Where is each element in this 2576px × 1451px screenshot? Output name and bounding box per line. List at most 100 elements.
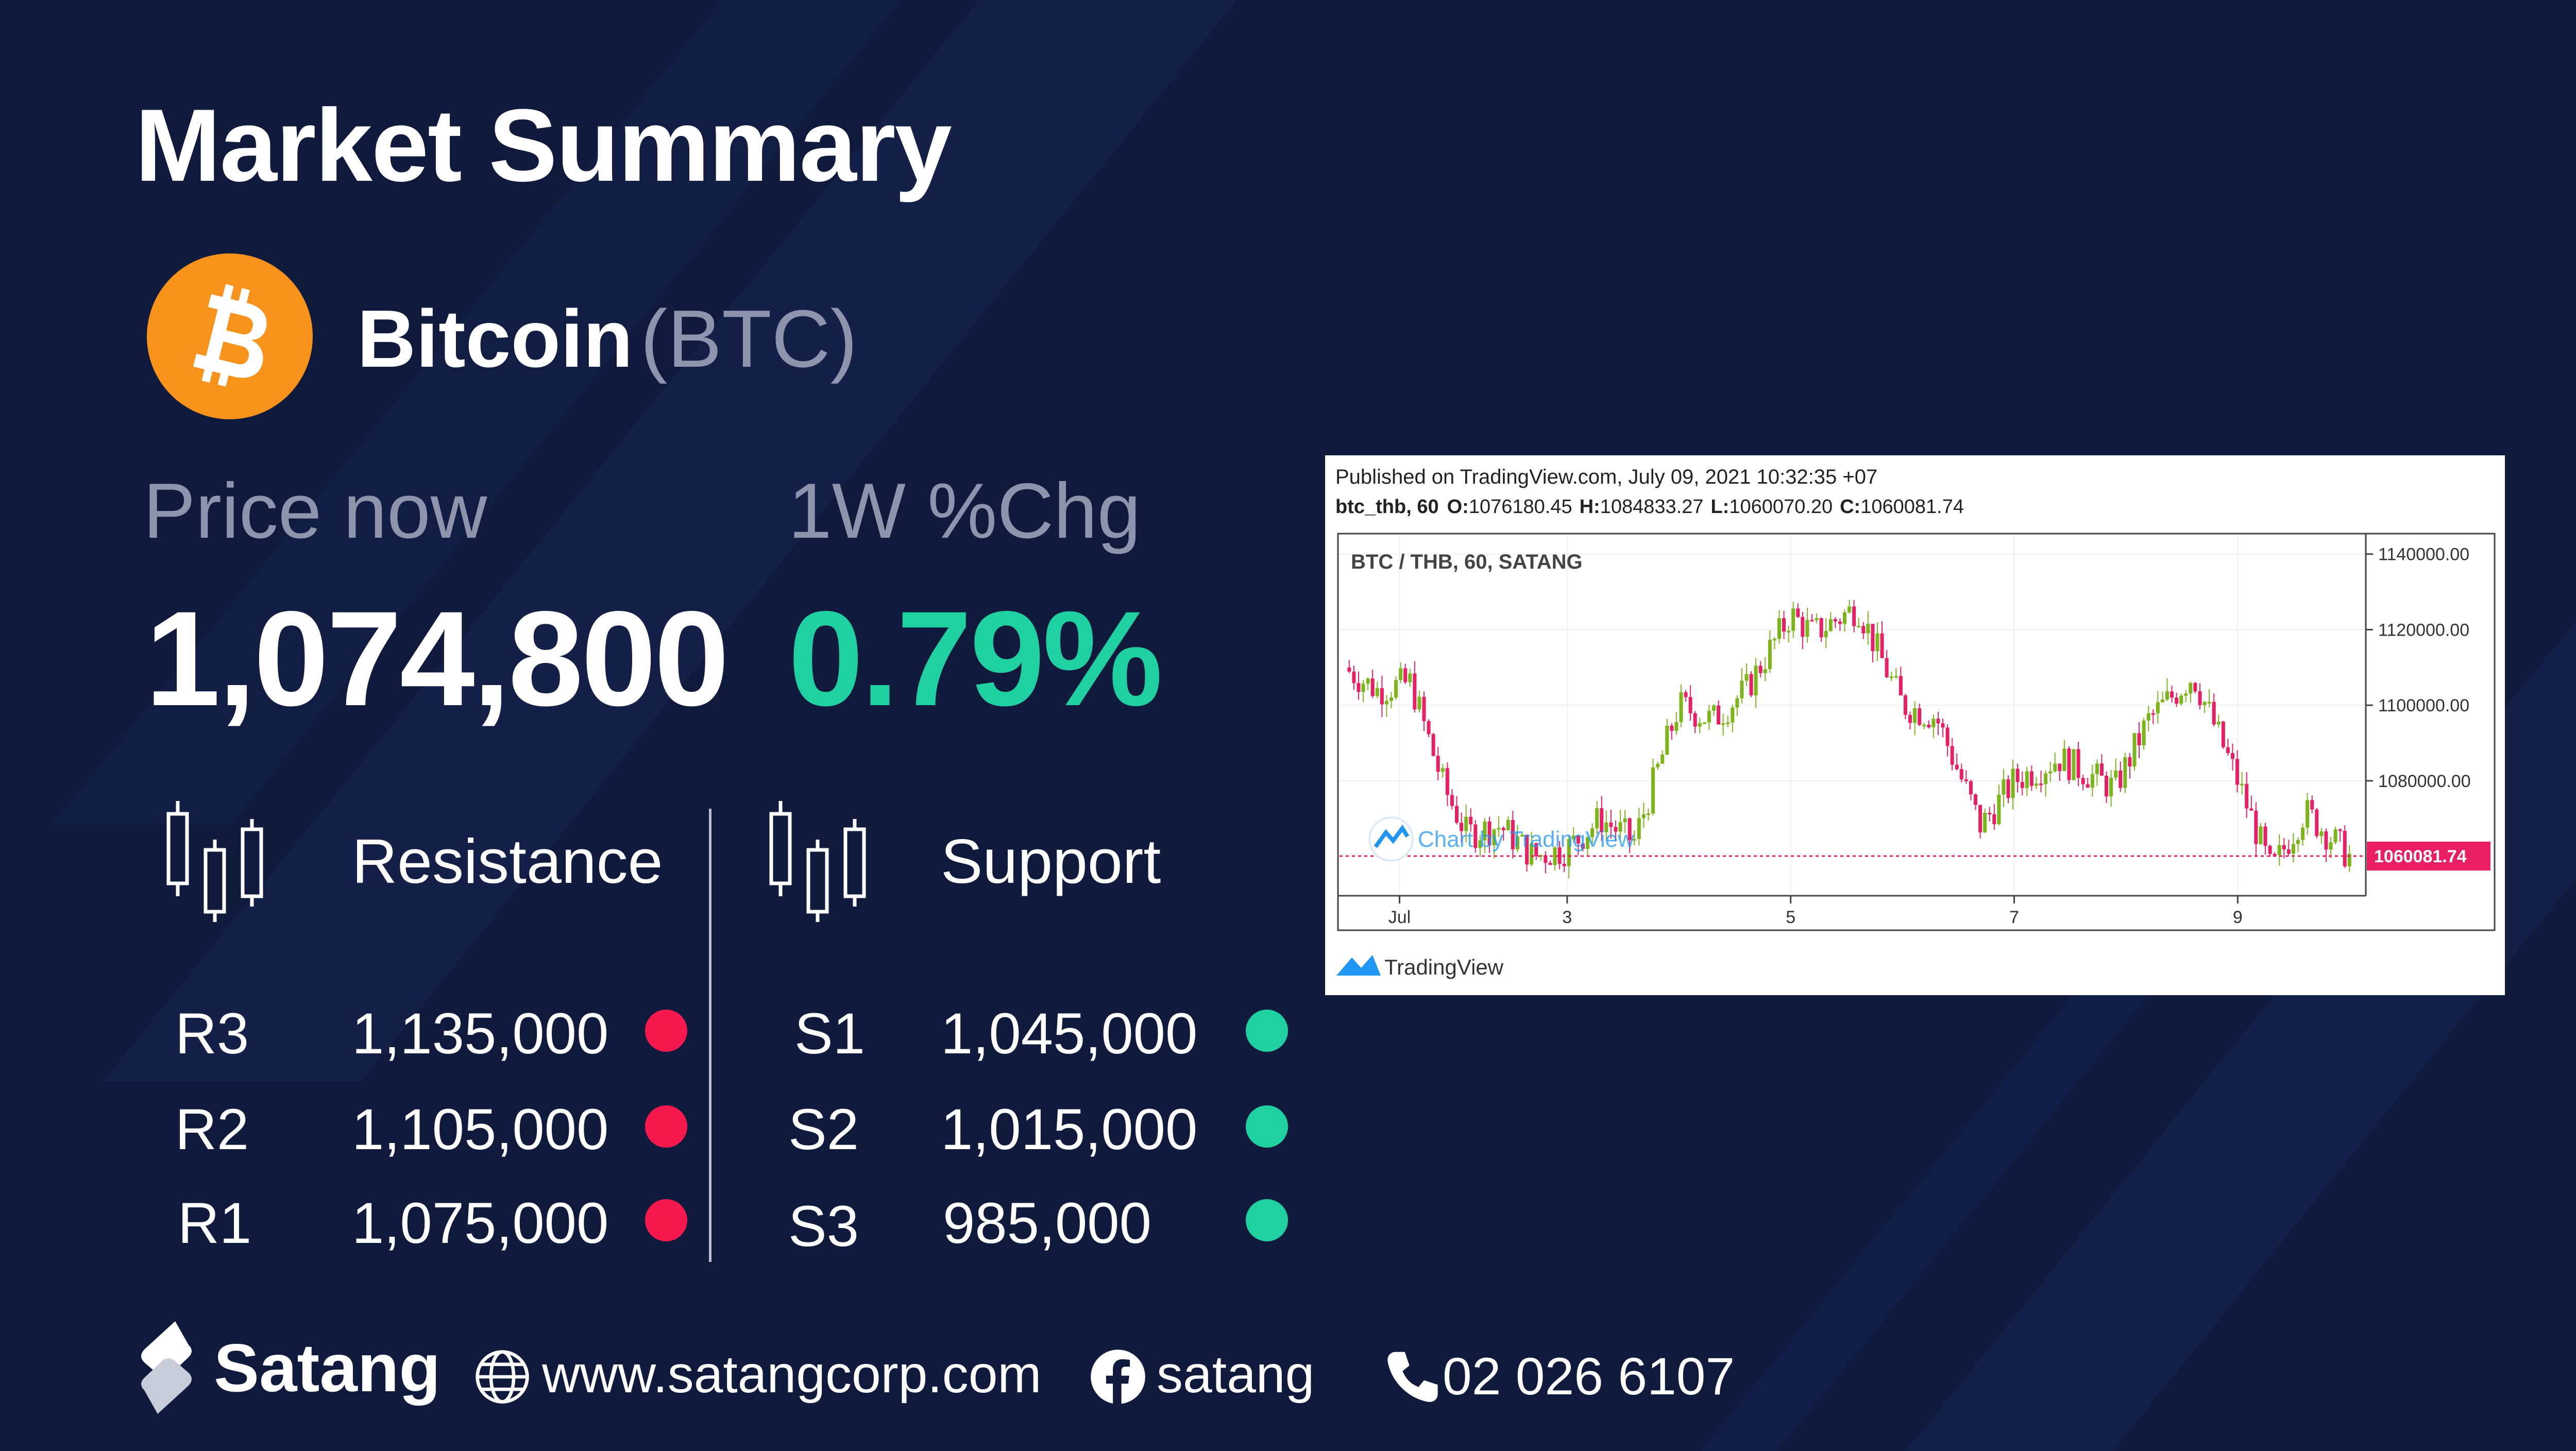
chart-candle: [2114, 770, 2118, 778]
y-tick-label: 1100000.00: [2378, 696, 2469, 715]
chart-candle: [2212, 702, 2216, 725]
chart-candle: [2207, 702, 2211, 704]
chart-candle: [1544, 855, 1548, 863]
chart-close-label: C:: [1840, 496, 1860, 518]
chart-candle: [1581, 843, 1585, 849]
level-name-r2: R2: [175, 1097, 249, 1162]
chart-candle: [1525, 834, 1529, 865]
chart-candle: [1918, 708, 1922, 725]
chart-candle: [1828, 619, 1833, 631]
chart-candle: [1777, 618, 1781, 639]
chart-candle: [1908, 714, 1912, 723]
chart-candle: [2156, 702, 2160, 713]
chart-candle: [1838, 621, 1842, 624]
chart-candle: [2282, 845, 2286, 850]
footer-phone[interactable]: 02 026 6107: [1443, 1347, 1735, 1406]
chart-candle: [1464, 816, 1468, 831]
chart-candle: [1726, 722, 1730, 724]
resistance-dot: [645, 1199, 687, 1241]
chart-candle: [2025, 771, 2029, 788]
chart-candle: [1711, 705, 1716, 711]
chart-candle: [1889, 676, 1893, 678]
chart-candle: [2146, 713, 2150, 721]
chart-candle: [1347, 667, 1351, 672]
chart-candle: [1562, 864, 1566, 866]
chart-candle: [1833, 619, 1837, 622]
chart-candle: [2099, 763, 2104, 776]
chart-candle: [2002, 779, 2006, 795]
y-tick-label: 1120000.00: [2378, 620, 2469, 640]
chart-candle: [1445, 768, 1449, 795]
tradingview-brand: TradingView: [1384, 955, 1504, 979]
chart-candle: [1903, 695, 1907, 715]
chart-candle: [1492, 829, 1496, 846]
chart-candle: [2259, 826, 2263, 844]
footer-social[interactable]: satang: [1157, 1345, 1315, 1404]
chart-candle: [2076, 749, 2080, 778]
chart-candle: [1352, 671, 1356, 684]
chart-candle: [1567, 839, 1571, 866]
chart-candle: [2286, 849, 2291, 854]
footer-brand: Satang: [214, 1330, 441, 1406]
chart-candle: [2086, 784, 2090, 788]
chart-candle: [2277, 845, 2281, 856]
chart-candle: [2058, 763, 2062, 771]
chart-candle: [2235, 759, 2240, 785]
chart-candle: [1941, 723, 1945, 728]
x-tick-label: 3: [1562, 908, 1572, 927]
chart-candle: [1557, 847, 1562, 864]
chart-candles: [1347, 600, 2351, 879]
chart-candle: [1927, 724, 1931, 728]
chart-candle: [1684, 692, 1688, 697]
chart-candle: [1660, 754, 1665, 764]
footer-website[interactable]: www.satangcorp.com: [542, 1345, 1042, 1404]
candlestick-icon: [166, 801, 263, 922]
chart-candle: [2029, 771, 2033, 786]
chart-candle: [1735, 698, 1739, 708]
chart-candle: [1693, 713, 1697, 727]
tradingview-footer: TradingView: [1336, 955, 1504, 979]
chart-candle: [2198, 691, 2202, 705]
chart-candle: [1455, 806, 1459, 823]
x-tick-label: 9: [2233, 908, 2243, 927]
chart-candle: [1754, 665, 1758, 695]
chart-candle: [2347, 853, 2351, 866]
chart-candle: [1721, 723, 1725, 725]
chart-candle: [2053, 763, 2057, 772]
chart-candle: [1744, 674, 1749, 681]
chart-candle: [1600, 808, 1604, 832]
chart-candle: [1772, 639, 1776, 641]
chart-candle: [1880, 633, 1884, 658]
chart-candle: [1763, 669, 1767, 673]
level-name-s3: S3: [788, 1194, 859, 1258]
resistance-dot: [645, 1010, 687, 1052]
coin-name: Bitcoin: [357, 294, 633, 384]
chart-candle: [1483, 821, 1487, 841]
chart-candle: [2231, 753, 2235, 759]
chart-candle: [1384, 701, 1388, 705]
chart-candle: [1515, 836, 1519, 850]
chart-candle: [2048, 771, 2053, 774]
chart-candle: [2020, 782, 2024, 788]
chart-candle: [1679, 692, 1683, 722]
chart-candle: [1922, 724, 1926, 726]
chart-candle: [2216, 721, 2221, 725]
chart-candle: [2123, 757, 2127, 788]
level-name-r1: R1: [178, 1191, 252, 1255]
candlestick-icon: [769, 801, 866, 922]
chart-candle: [2240, 783, 2244, 786]
chart-candle: [1974, 794, 1978, 805]
tradingview-watermark: Chart by TradingView: [1368, 816, 1634, 862]
chart-candle: [2193, 682, 2197, 692]
chart-candle: [1473, 824, 1478, 848]
chart-candle: [1964, 779, 1968, 781]
chart-candle: [1992, 814, 1996, 825]
last-price-label: 1060081.74: [2374, 847, 2467, 866]
chart-candle: [2151, 713, 2155, 715]
chart-candle: [1815, 618, 1819, 620]
chart-symbol: btc_thb, 60: [1335, 496, 1439, 518]
y-tick-label: 1140000.00: [2378, 545, 2469, 565]
chart-y-axis: 1140000.00 1120000.00 1100000.00 1080000.00: [2366, 545, 2471, 791]
chart-candle: [1731, 707, 1735, 723]
level-name-s1: S1: [794, 1001, 865, 1066]
